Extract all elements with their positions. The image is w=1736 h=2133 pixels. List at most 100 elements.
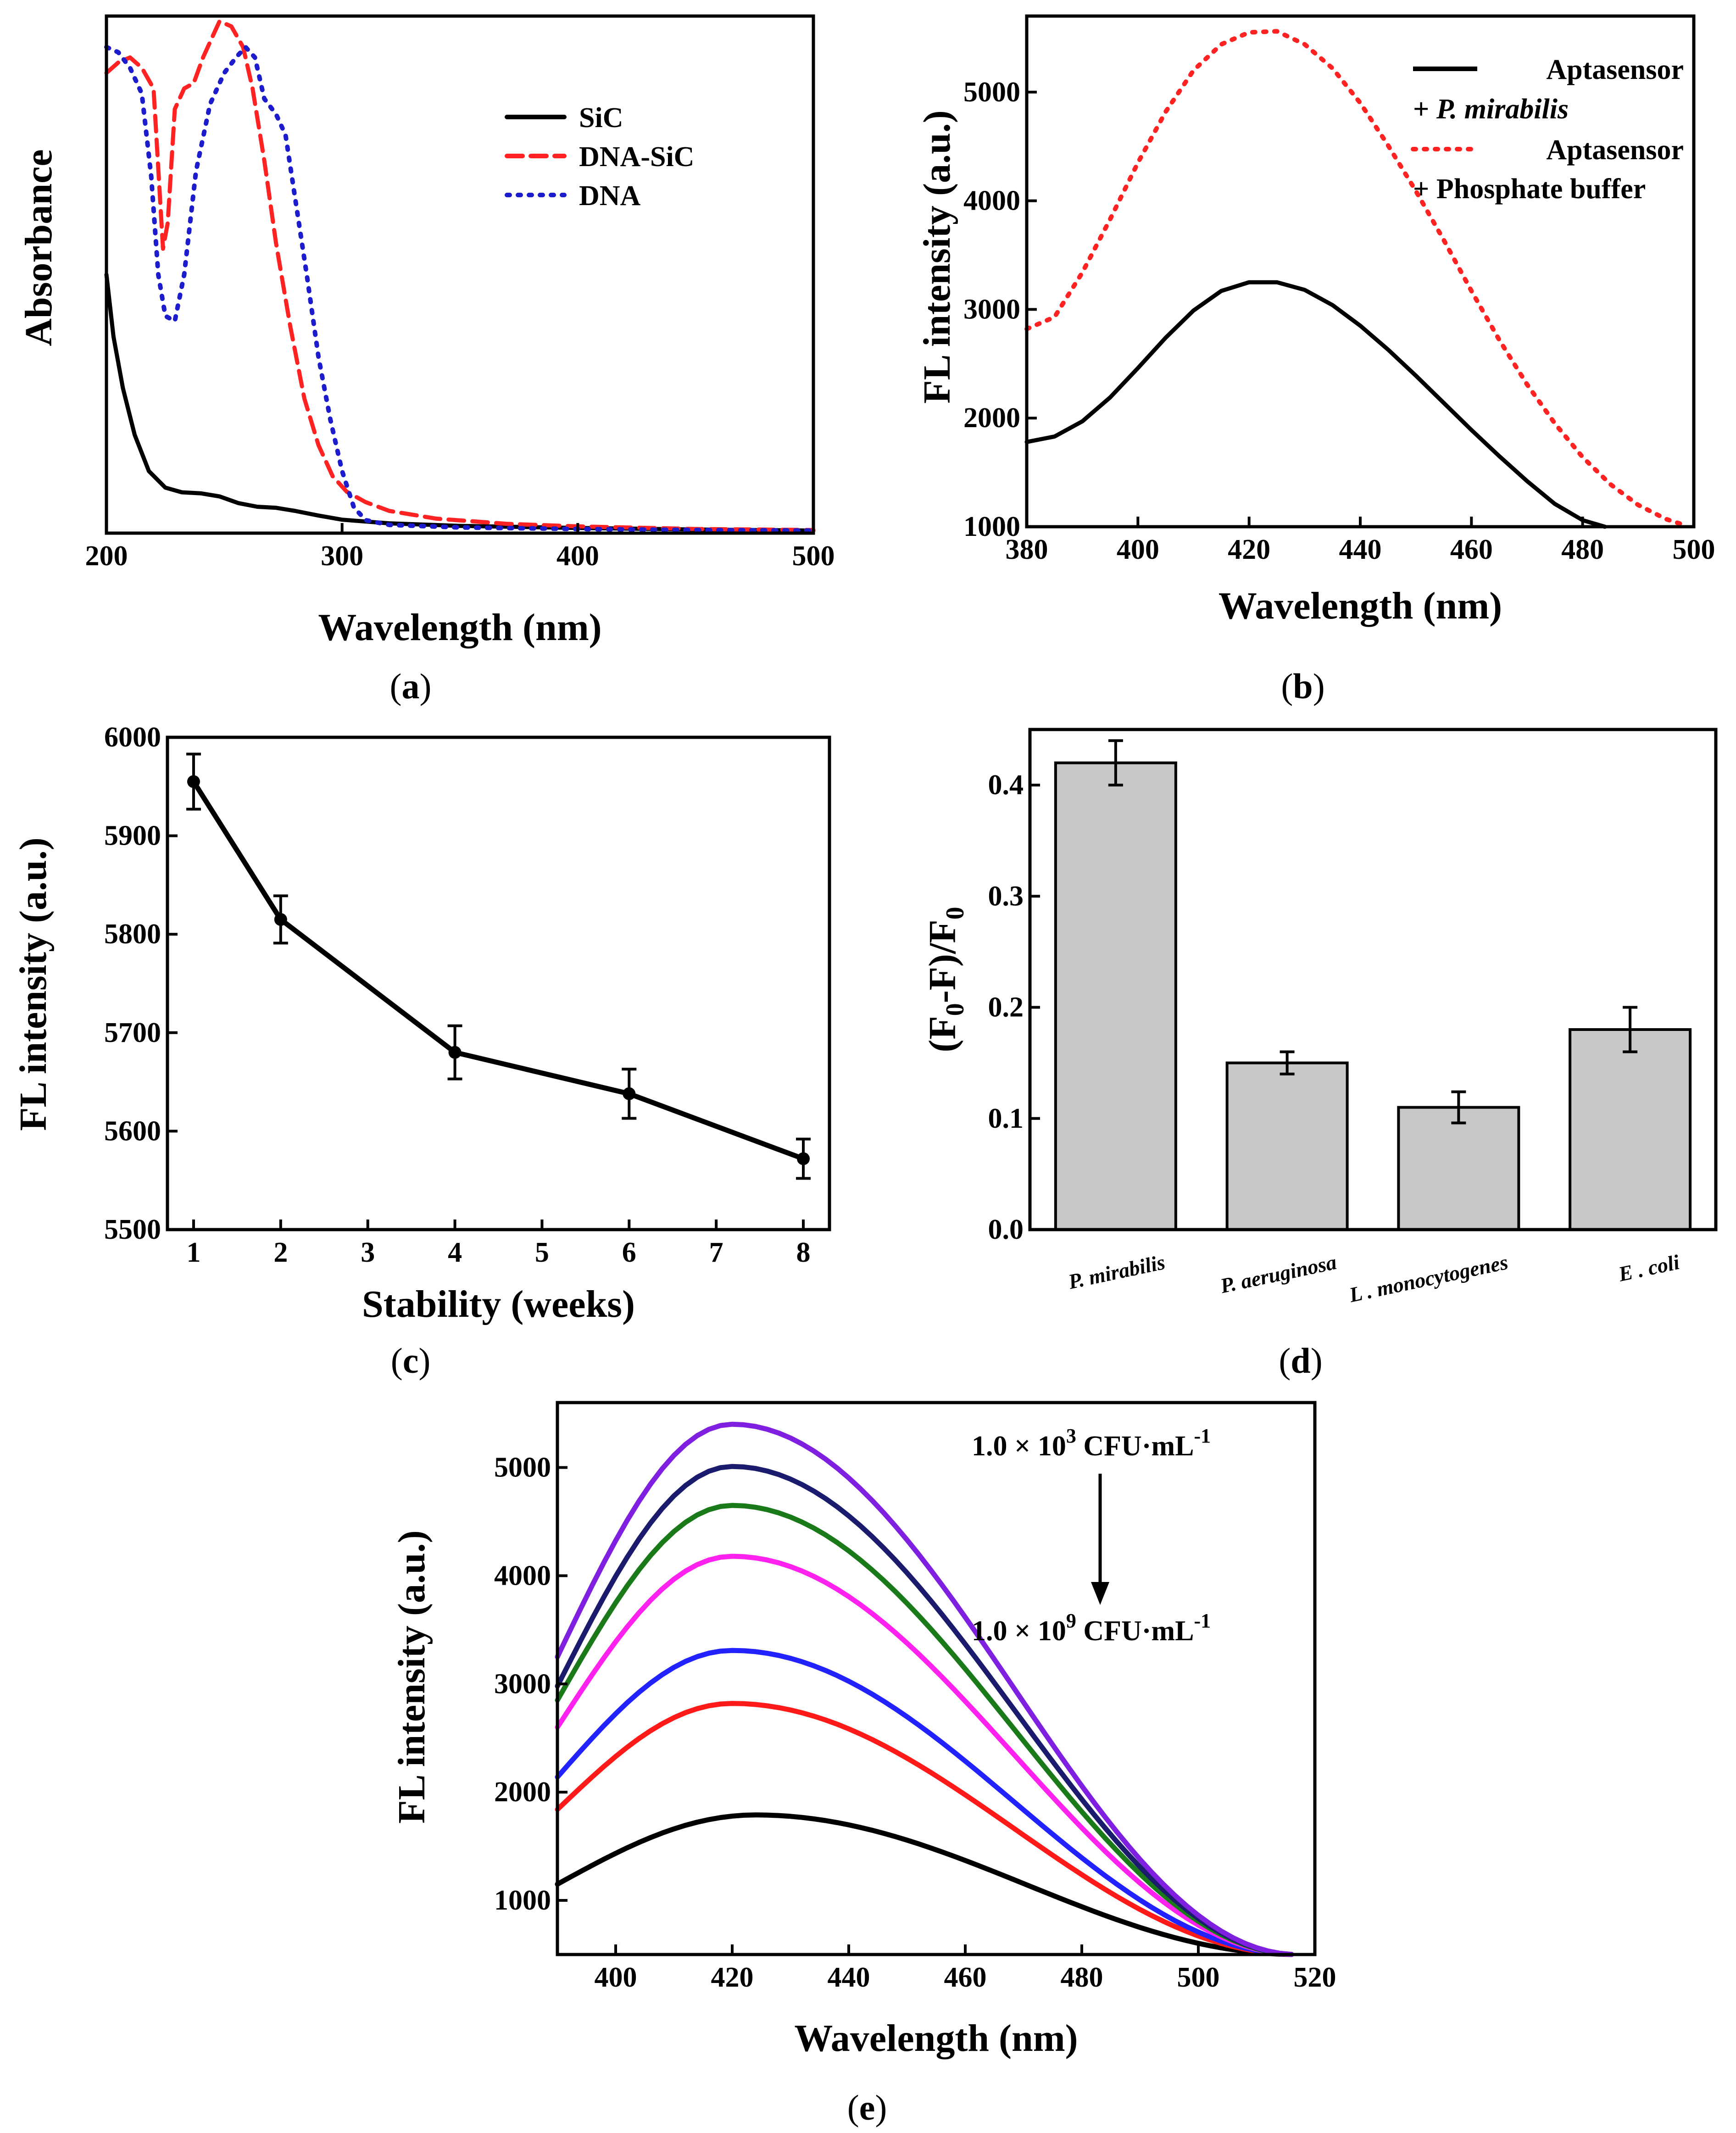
bar [1397,1106,1520,1231]
panel-b-caption: (b) [1281,666,1324,706]
plot-b-xtick-label: 460 [1450,534,1493,565]
plot-e-frame [556,1401,1317,1956]
plot-a-xtick-label: 400 [556,540,599,572]
legend-label-dna: DNA [579,180,641,212]
plot-c-area: 1 2 3 4 5 6 7 8 5500 5600 5700 5800 5900 6000 Stabilit… [12,722,831,1325]
plot-e-ytick-label: 1000 [494,1885,551,1916]
ylabel-part: -F)/F [921,919,964,1003]
plot-b-xtick-label: 400 [1117,534,1159,565]
plot-c-ytick-label: 5700 [104,1017,161,1048]
plot-c-ytick-label: 5800 [104,919,161,950]
ylabel-subscript: 0 [941,907,969,919]
plot-e-xtick-label: 500 [1177,1962,1220,1993]
plot-b-ytick-label: 5000 [963,77,1020,108]
plot-b-ytick-label: 3000 [963,294,1020,325]
bar [1569,1028,1692,1231]
plot-a-ylabel: Absorbance [17,149,60,346]
ylabel-part: (F [921,1016,964,1052]
data-point [448,1046,462,1059]
plot-b-ytick-label: 2000 [963,402,1020,434]
annotation-concentration-low: 1.0 × 109 CFU·mL-1 [972,1609,1211,1647]
plot-a-xlabel: Wavelength (nm) [318,606,601,649]
legend-p-mirabilis-italic: P. mirabilis [1436,94,1569,125]
plot-c-xtick-label: 2 [273,1237,288,1268]
series-curve-4-line [555,1554,1294,1957]
plot-c-xtick-label: 4 [448,1237,462,1268]
plot-c-xtick-label: 5 [535,1237,549,1268]
series-aptasensor-phosphate-buffer-line [1024,29,1685,527]
annotation-exp: 3 [1066,1425,1076,1447]
plot-b-ytick-label: 4000 [963,185,1020,217]
plot-a-frame [105,14,815,535]
plot-b-xtick-label: 500 [1673,534,1715,565]
plot-a-area: 200 300 400 500 Wavelength (nm) Absorbance SiC… [17,14,835,649]
category-label: L . monocytogenes [1347,1250,1510,1307]
legend-phosphate-buffer: Phosphate buffer [1436,173,1646,205]
bar [1225,1061,1349,1231]
plot-e-ytick-label: 3000 [494,1668,551,1699]
legend-label-aptasensor-1: Aptasensor [1546,54,1684,85]
plot-b-xtick-label: 440 [1339,534,1382,565]
plot-b-area: 380 400 420 440 460 480 500 1000 2000 3000 4000 500… [916,14,1715,627]
plot-d-ytick-label: 0.3 [988,880,1024,912]
plot-b-xtick-label: 420 [1228,534,1270,565]
plot-c-ytick-label: 6000 [104,722,161,753]
plot-c-xtick-label: 1 [186,1237,200,1268]
series-curve-6-line [555,1701,1294,1957]
plot-b-ylabel: FL intensity (a.u.) [916,110,958,403]
plot-d-ytick-label: 0.2 [988,992,1024,1023]
annotation-exp: 9 [1066,1609,1076,1632]
plot-e-xtick-label: 520 [1294,1962,1336,1993]
plot-d-ylabel: (F0-F)/F0 [921,907,969,1052]
plot-a-xtick-label: 300 [321,540,363,572]
panel-a: 200 300 400 500 Wavelength (nm) Absorbance SiC… [17,14,835,706]
category-label: P. mirabilis [1066,1250,1167,1294]
plot-e-xlabel: Wavelength (nm) [794,2017,1078,2060]
category-label: E . coli [1616,1250,1681,1286]
plot-e-ytick-label: 2000 [494,1777,551,1808]
series-dna-sic-line [104,19,816,532]
plot-e-ytick-label: 5000 [494,1452,551,1483]
panel-e-caption: (e) [847,2088,887,2127]
panel-b: 380 400 420 440 460 480 500 1000 2000 3000 4000 500… [916,14,1715,706]
plot-c-ytick-label: 5600 [104,1115,161,1147]
plot-c-xtick-label: 6 [622,1237,636,1268]
series-stability-line [191,779,806,1161]
plot-c-ylabel: FL intensity (a.u.) [12,837,55,1131]
legend-label-p-mirabilis: + P. mirabilis [1413,94,1569,125]
plot-a-xtick-label: 500 [792,540,835,572]
series-dna-line [104,45,816,533]
plot-d-ytick-label: 0.0 [988,1214,1024,1245]
legend-label-sic: SiC [579,102,623,134]
plot-e-xtick-label: 440 [828,1962,870,1993]
legend-label-phosphate-buffer: + Phosphate buffer [1413,173,1646,205]
plot-e-ytick-label: 4000 [494,1560,551,1591]
plot-d-ytick-label: 0.4 [988,769,1024,801]
plot-c-xtick-label: 8 [796,1237,811,1268]
series-curve-5-line [555,1648,1294,1957]
series-sic-line [104,273,816,533]
data-point [187,775,200,788]
annotation-unit: CFU·mL [1076,1615,1194,1647]
plot-d-ytick-label: 0.1 [988,1103,1024,1134]
plot-c-frame [166,735,831,1231]
annotation-prefix: 1.0 × 10 [972,1615,1066,1647]
legend-label-dna-sic: DNA-SiC [579,141,694,173]
panel-a-caption: (a) [390,666,432,706]
plot-c-xlabel: Stability (weeks) [362,1283,635,1325]
annotation-concentration-high: 1.0 × 103 CFU·mL-1 [972,1425,1211,1462]
plot-c-ytick-label: 5900 [104,820,161,852]
plot-c-xtick-label: 7 [709,1237,723,1268]
plot-b-frame [1025,14,1696,529]
panel-c-caption: (c) [391,1341,431,1381]
annotation-unit-exp: -1 [1194,1425,1211,1447]
series-curve-3-line [555,1503,1294,1957]
legend-label-aptasensor-2: Aptasensor [1546,134,1684,166]
series-curve-1-line [555,1421,1294,1957]
series-curve-7-line [555,1812,1294,1957]
plot-c-ytick-label: 5500 [104,1214,161,1245]
plot-c-xtick-label: 3 [361,1237,375,1268]
plot-e-xtick-label: 400 [595,1962,637,1993]
panel-e: 400 420 440 460 480 500 520 1000 2000 3000 4000 500… [390,1401,1336,2127]
